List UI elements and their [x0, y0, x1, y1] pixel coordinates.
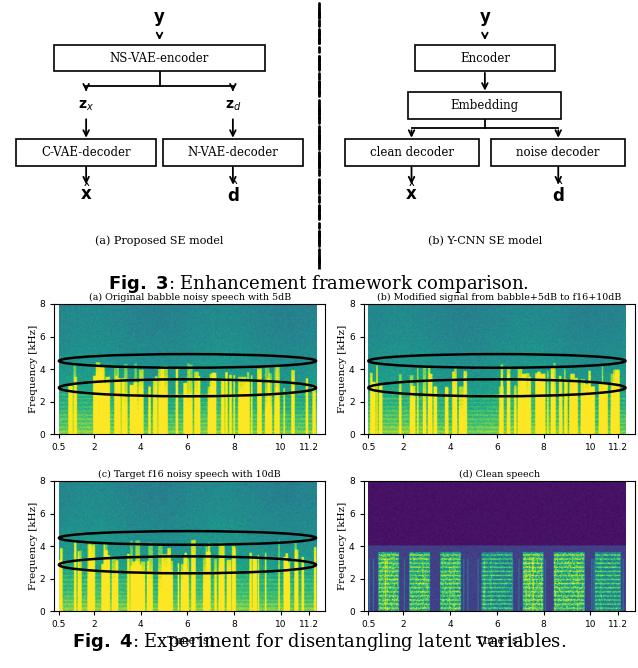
- Text: $\mathbf{z}_x$: $\mathbf{z}_x$: [78, 98, 94, 112]
- Title: (d) Clean speech: (d) Clean speech: [459, 470, 540, 480]
- Text: clean decoder: clean decoder: [369, 146, 454, 159]
- Text: Embedding: Embedding: [451, 99, 519, 112]
- Text: $\hat{\mathbf{d}}$: $\hat{\mathbf{d}}$: [552, 182, 565, 206]
- Text: $\mathbf{y}$: $\mathbf{y}$: [478, 11, 491, 29]
- Text: $\mathbf{Fig.\ 4}$: Experiment for disentangling latent variables.: $\mathbf{Fig.\ 4}$: Experiment for disen…: [72, 631, 566, 653]
- Text: $\hat{\mathbf{d}}$: $\hat{\mathbf{d}}$: [226, 182, 239, 206]
- FancyBboxPatch shape: [415, 45, 555, 71]
- Title: (b) Modified signal from babble+5dB to f16+10dB: (b) Modified signal from babble+5dB to f…: [377, 293, 621, 303]
- FancyBboxPatch shape: [491, 140, 625, 166]
- Text: (b) Y-CNN SE model: (b) Y-CNN SE model: [427, 236, 542, 246]
- Title: (c) Target f16 noisy speech with 10dB: (c) Target f16 noisy speech with 10dB: [98, 470, 281, 480]
- FancyBboxPatch shape: [345, 140, 478, 166]
- Text: $\mathbf{Fig.\ 3}$: Enhancement framework comparison.: $\mathbf{Fig.\ 3}$: Enhancement framewor…: [108, 273, 530, 295]
- Y-axis label: Frequency [kHz]: Frequency [kHz]: [29, 502, 38, 591]
- Text: $\hat{\mathbf{x}}$: $\hat{\mathbf{x}}$: [405, 184, 418, 204]
- FancyBboxPatch shape: [54, 45, 265, 71]
- Text: C-VAE-decoder: C-VAE-decoder: [41, 146, 131, 159]
- Text: $\mathbf{y}$: $\mathbf{y}$: [153, 11, 166, 29]
- X-axis label: Time [s]: Time [s]: [476, 635, 523, 645]
- Text: Encoder: Encoder: [460, 51, 510, 65]
- Title: (a) Original babble noisy speech with 5dB: (a) Original babble noisy speech with 5d…: [89, 293, 291, 303]
- Y-axis label: Frequency [kHz]: Frequency [kHz]: [29, 325, 38, 413]
- X-axis label: Time [s]: Time [s]: [167, 635, 213, 645]
- FancyBboxPatch shape: [163, 140, 303, 166]
- FancyBboxPatch shape: [16, 140, 156, 166]
- Text: N-VAE-decoder: N-VAE-decoder: [188, 146, 278, 159]
- Text: $\hat{\mathbf{x}}$: $\hat{\mathbf{x}}$: [80, 184, 93, 204]
- FancyBboxPatch shape: [408, 92, 561, 118]
- Y-axis label: Frequency [kHz]: Frequency [kHz]: [339, 502, 348, 591]
- Text: (a) Proposed SE model: (a) Proposed SE model: [95, 236, 224, 246]
- Text: NS-VAE-encoder: NS-VAE-encoder: [110, 51, 209, 65]
- Text: $\mathbf{z}_d$: $\mathbf{z}_d$: [225, 98, 241, 112]
- Text: noise decoder: noise decoder: [517, 146, 600, 159]
- Y-axis label: Frequency [kHz]: Frequency [kHz]: [339, 325, 348, 413]
